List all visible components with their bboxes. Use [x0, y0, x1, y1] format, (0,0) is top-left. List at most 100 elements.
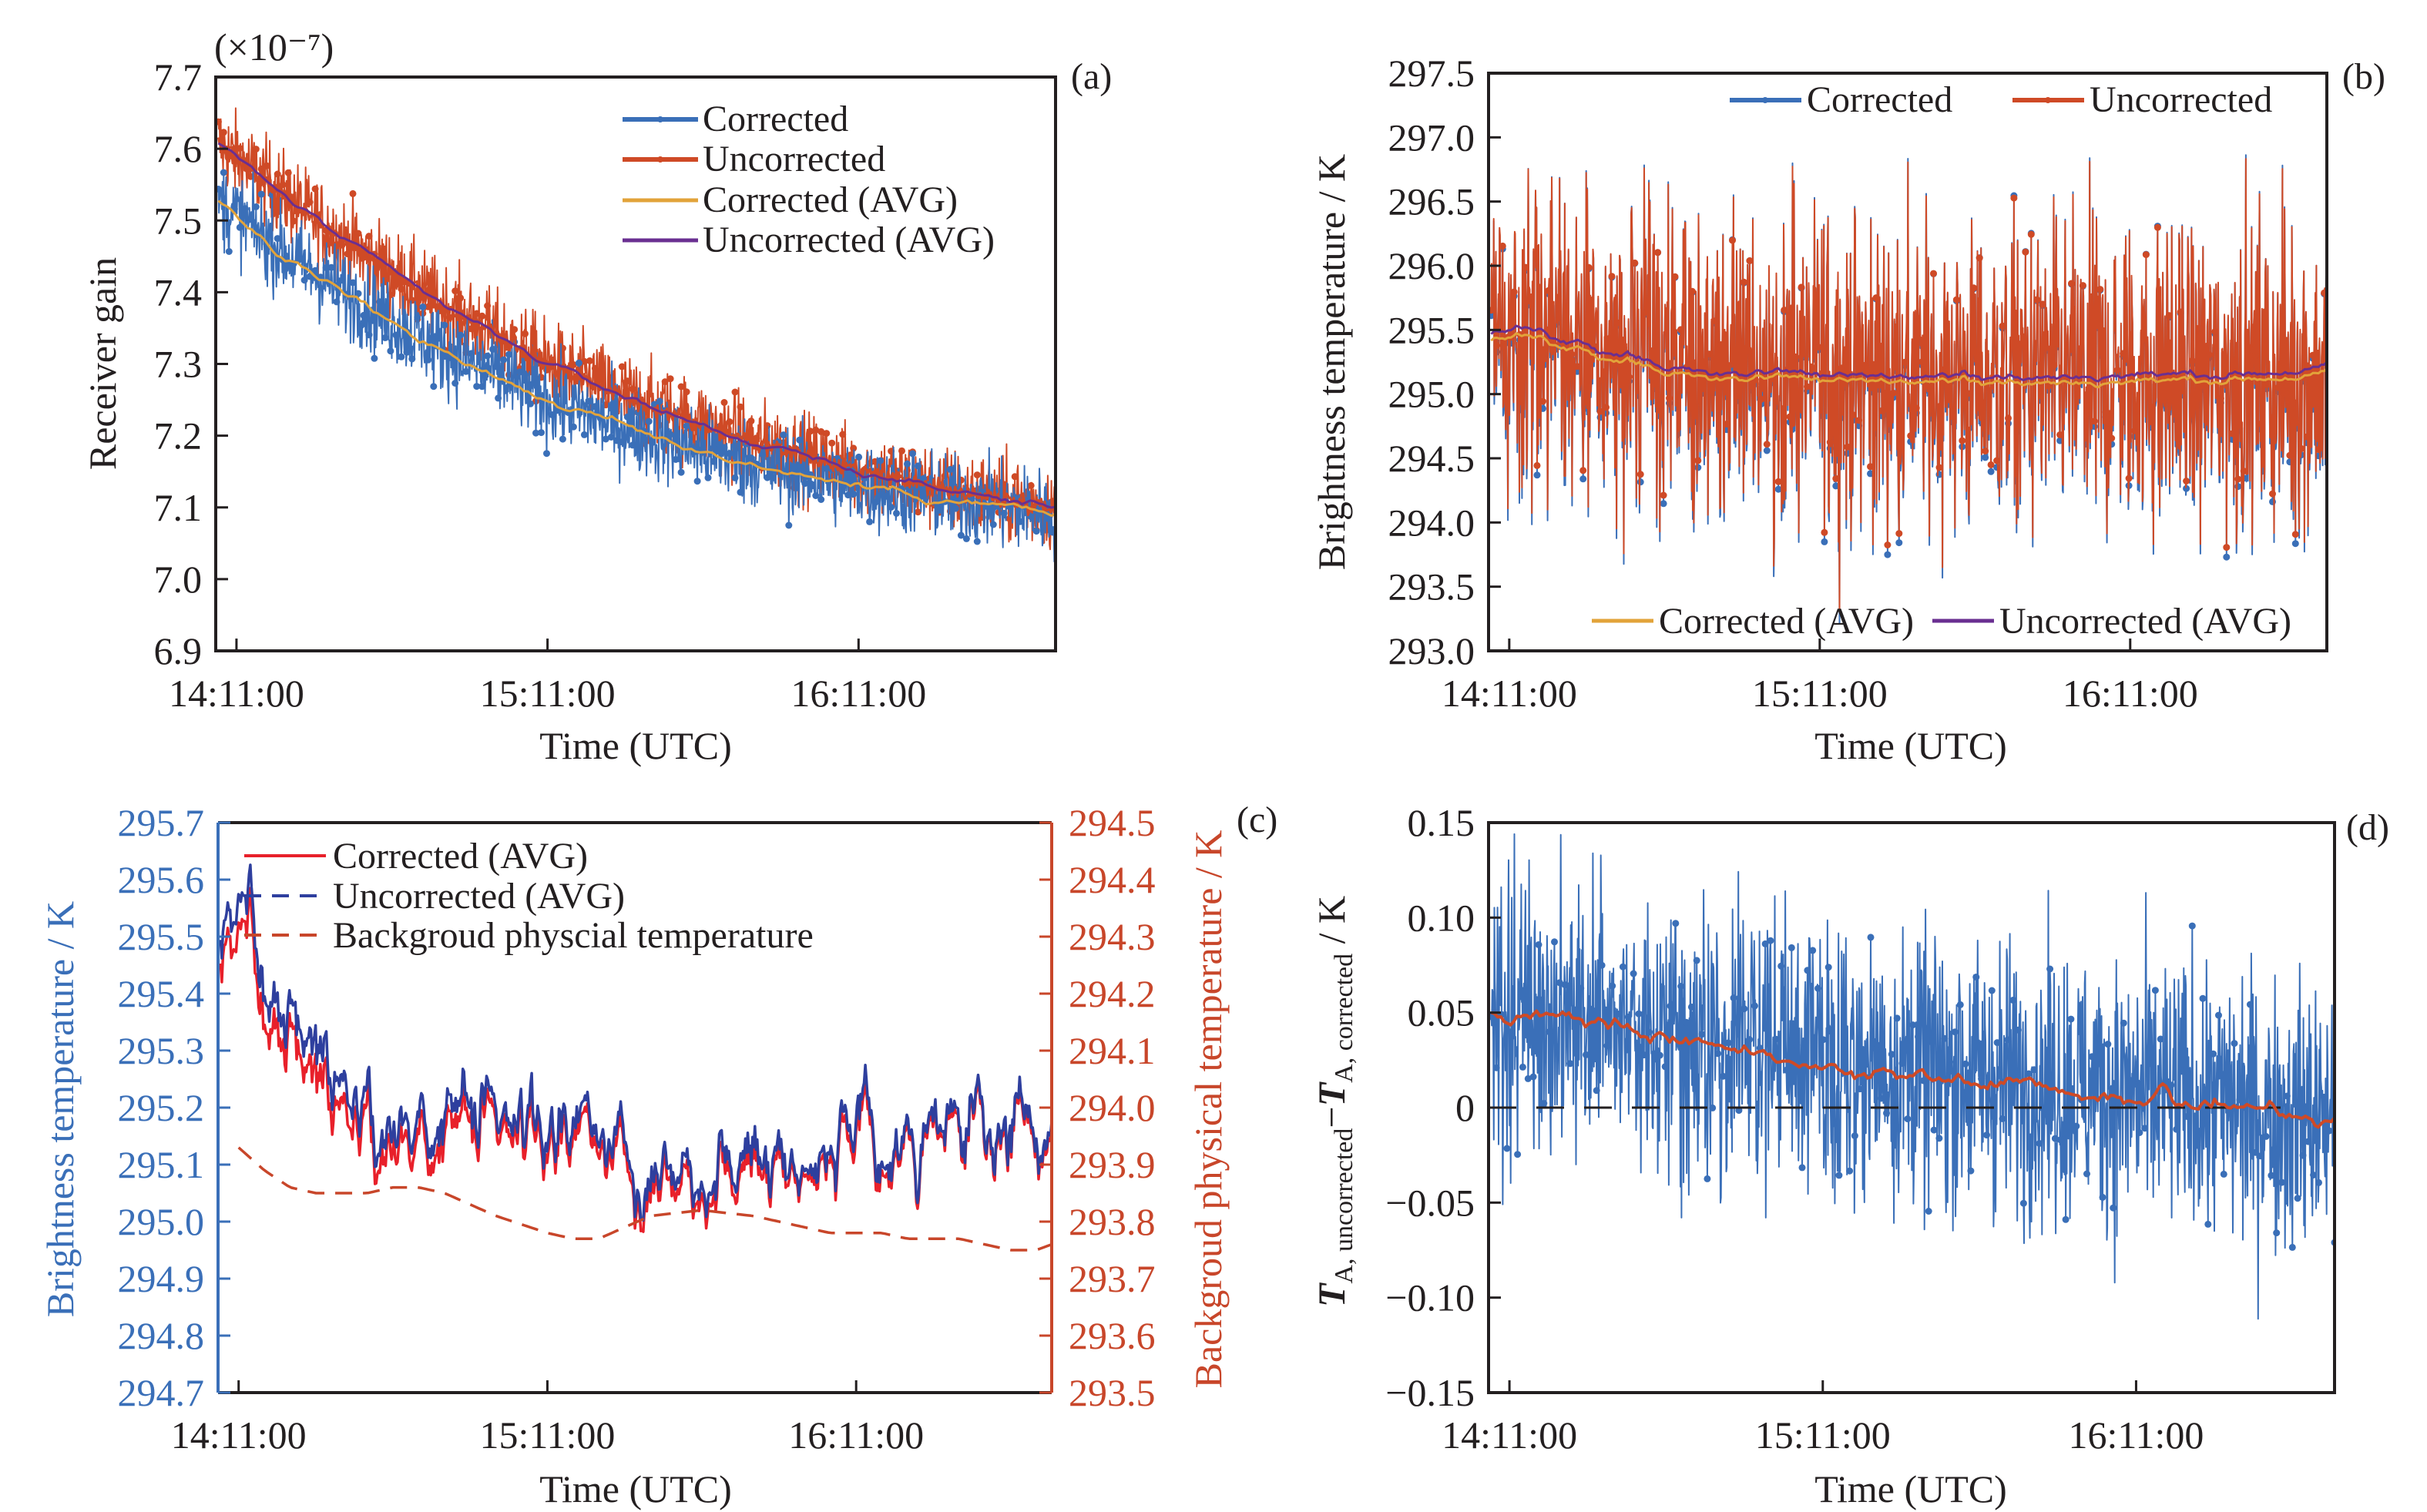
data-point — [1700, 358, 1707, 366]
data-point — [516, 368, 524, 376]
data-point — [2115, 1099, 2122, 1107]
data-point — [1636, 478, 1644, 486]
data-point — [1723, 421, 1730, 427]
data-point — [817, 427, 825, 435]
data-point — [2262, 1132, 2270, 1140]
data-point — [1898, 1060, 1906, 1068]
data-point — [1660, 500, 1667, 508]
y-tick-label: 7.4 — [154, 270, 203, 313]
data-point — [1535, 941, 1542, 948]
data-point — [2022, 248, 2029, 256]
panel-a-label: (a) — [1071, 56, 1112, 97]
data-point — [311, 185, 319, 193]
y-tick-label: 294.0 — [1388, 501, 1475, 544]
data-point — [780, 431, 787, 439]
data-point — [446, 313, 454, 321]
data-point — [1783, 1066, 1790, 1074]
data-point — [1545, 287, 1553, 294]
data-point — [1568, 350, 1576, 358]
data-point — [2073, 1122, 2080, 1130]
data-point — [1573, 363, 1581, 370]
data-point — [1987, 468, 1995, 475]
data-point — [2030, 1066, 2038, 1074]
data-point — [2288, 1243, 2296, 1251]
data-point — [1562, 354, 1569, 362]
data-point — [1946, 1058, 1954, 1066]
y-tick-label: 0.15 — [1408, 801, 1475, 844]
panel-b-x-axis-title: Time (UTC) — [1814, 724, 2007, 767]
data-point — [559, 435, 566, 443]
y-tick-label: 294.2 — [1069, 972, 1156, 1015]
panel-c-label: (c) — [1237, 800, 1277, 840]
data-point — [1614, 1010, 1622, 1017]
data-point — [2093, 1061, 2101, 1068]
data-point — [769, 474, 777, 481]
data-point — [1746, 1036, 1754, 1044]
data-point — [2033, 296, 2041, 303]
x-tick-label: 15:11:00 — [1752, 672, 1888, 715]
data-point — [1935, 1135, 1943, 1142]
data-point — [817, 496, 825, 503]
data-point — [435, 334, 443, 342]
data-point — [392, 281, 400, 289]
data-point — [354, 230, 362, 237]
y-tick-label: 7.5 — [154, 199, 203, 242]
data-point — [2136, 1129, 2143, 1136]
panel-d-x-axis-title: Time (UTC) — [1814, 1467, 2007, 1510]
x-tick-label: 14:11:00 — [1442, 1413, 1577, 1457]
data-point — [888, 504, 895, 511]
data-point — [1522, 263, 1529, 271]
y-tick-label: 295.3 — [118, 1029, 205, 1072]
data-point — [1741, 1005, 1748, 1013]
data-point — [1640, 1051, 1648, 1059]
x-tick-label: 16:11:00 — [2068, 1413, 2204, 1457]
y-tick-label: 294.5 — [1069, 801, 1156, 844]
data-point — [2183, 1113, 2190, 1120]
data-point — [1566, 1060, 1574, 1068]
data-point — [2099, 1193, 2106, 1201]
data-point — [1746, 257, 1754, 264]
data-point — [737, 403, 744, 411]
data-point — [2204, 1220, 2212, 1228]
data-point — [1609, 982, 1616, 990]
data-point — [1499, 242, 1506, 250]
y-tick-label: 294.5 — [1388, 437, 1475, 480]
data-point — [1556, 979, 1563, 987]
data-point — [747, 417, 755, 425]
data-point — [586, 397, 593, 405]
data-point — [2056, 1136, 2064, 1144]
data-point — [935, 506, 943, 514]
data-point — [1993, 457, 2001, 464]
data-point — [796, 436, 804, 444]
data-point — [710, 458, 717, 465]
data-point — [1838, 364, 1845, 372]
data-point — [893, 509, 900, 517]
data-point — [2062, 1215, 2069, 1223]
data-point — [2068, 280, 2075, 287]
data-point — [225, 248, 233, 255]
data-point — [538, 429, 545, 437]
legend-entry-corrected-avg: Corrected (AVG) — [623, 179, 958, 220]
data-point — [360, 311, 368, 319]
y-tick-label: 294.3 — [1069, 915, 1156, 958]
data-point — [1524, 1074, 1532, 1082]
data-point — [2153, 223, 2161, 231]
data-point — [1895, 539, 1903, 547]
data-point — [2273, 1229, 2281, 1237]
data-point — [2147, 1060, 2154, 1068]
y-tick-label: 295.5 — [118, 915, 205, 958]
data-point — [823, 430, 831, 438]
data-point — [1741, 278, 1747, 286]
data-point — [871, 499, 879, 507]
data-point — [1635, 1010, 1643, 1017]
data-point — [2283, 1092, 2291, 1100]
data-point — [478, 312, 486, 320]
data-point — [1781, 307, 1788, 313]
data-point — [1889, 389, 1897, 397]
panel-b-brightness-temperature: 293.0 293.5 294.0 294.5 295.0 295.5 296.0 296.5… — [1310, 52, 2385, 767]
data-point — [715, 441, 723, 448]
data-point — [1761, 940, 1769, 947]
data-point — [484, 302, 492, 310]
data-point — [1630, 970, 1637, 977]
